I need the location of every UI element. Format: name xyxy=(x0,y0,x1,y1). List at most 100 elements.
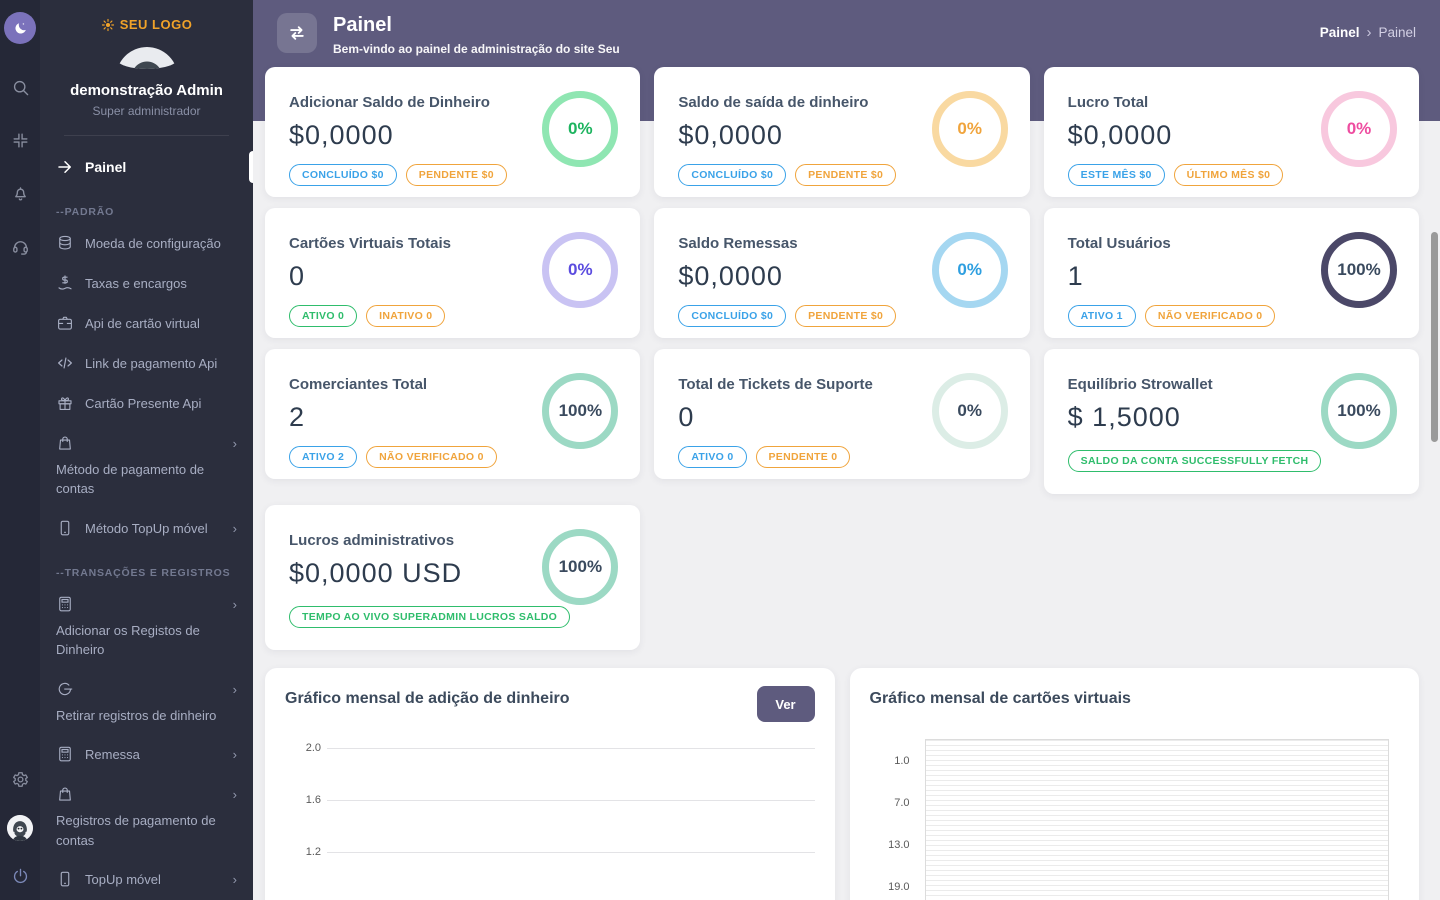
status-badge: CONCLUÍDO $0 xyxy=(678,305,787,327)
stat-card-lucros-administrativos: Lucros administrativos $0,0000 USD TEMPO… xyxy=(265,505,641,650)
gridline xyxy=(327,852,815,853)
status-badge: ATIVO 2 xyxy=(289,446,358,468)
sidebar-item-label: Api de cartão virtual xyxy=(85,315,200,331)
sidebar-toggle-button[interactable] xyxy=(277,13,317,53)
status-badge: NÃO VERIFICADO 0 xyxy=(366,446,497,468)
sidebar-item-api-cartao-virtual[interactable]: Api de cartão virtual xyxy=(40,304,253,344)
active-indicator xyxy=(249,150,253,183)
status-badge: TEMPO AO VIVO SUPERADMIN LUCROS SALDO xyxy=(289,606,571,628)
sidebar-item-label: Cartão Presente Api xyxy=(85,395,202,411)
sidebar-item-metodo-topup-movel[interactable]: Método TopUp móvel › xyxy=(40,509,253,549)
card-value: $0,0000 xyxy=(678,120,783,150)
sidebar-item-painel[interactable]: Painel xyxy=(40,148,253,188)
stat-card-tickets-suporte: Total de Tickets de Suporte 0 ATIVO 0 PE… xyxy=(654,349,1030,479)
headset-icon[interactable] xyxy=(11,237,30,256)
withdraw-icon xyxy=(56,680,76,700)
shopping-bag-icon xyxy=(56,434,76,454)
theme-toggle-button[interactable] xyxy=(4,12,36,44)
status-badge: PENDENTE $0 xyxy=(795,164,897,186)
page-title: Painel xyxy=(333,14,392,36)
status-badge: CONCLUÍDO $0 xyxy=(678,164,787,186)
card-title: Saldo de saída de dinheiro xyxy=(678,94,869,111)
status-badge: ATIVO 0 xyxy=(678,446,747,468)
card-value: $0,0000 USD xyxy=(289,558,463,588)
card-title: Adicionar Saldo de Dinheiro xyxy=(289,94,490,111)
sidebar-item-registros-pagamento-contas[interactable]: › Registros de pagamento de contas xyxy=(40,775,253,860)
section-label-padrao: --PADRÃO xyxy=(56,205,115,218)
icon-rail xyxy=(0,0,40,900)
search-icon[interactable] xyxy=(11,78,30,97)
card-title: Equilíbrio Strowallet xyxy=(1067,376,1213,393)
swap-arrows-icon xyxy=(287,23,307,43)
y-axis-tick: 13.0 xyxy=(888,839,910,851)
compress-icon[interactable] xyxy=(11,131,30,150)
gridline xyxy=(327,800,815,801)
cards-area: Adicionar Saldo de Dinheiro $0,0000 CONC… xyxy=(265,67,1419,900)
sidebar-item-label: Remessa xyxy=(85,747,140,763)
sidebar-item-label: Método de pagamento de contas xyxy=(56,461,205,497)
stat-card-saldo-saida: Saldo de saída de dinheiro $0,0000 CONCL… xyxy=(654,67,1030,197)
sidebar-item-label: Registros de pagamento de contas xyxy=(56,813,216,848)
sidebar-item-cartao-presente-api[interactable]: Cartão Presente Api xyxy=(40,384,253,424)
progress-ring: 100% xyxy=(1321,232,1397,308)
sidebar-item-label: TopUp móvel xyxy=(85,872,161,888)
status-badge: NÃO VERIFICADO 0 xyxy=(1144,305,1276,327)
calculator-icon xyxy=(56,595,76,615)
chart-card-adicao-dinheiro: Gráfico mensal de adição de dinheiro Ver… xyxy=(265,668,835,900)
scrollbar-thumb[interactable] xyxy=(1431,232,1438,442)
card-title: Cartões Virtuais Totais xyxy=(289,235,451,252)
status-badge: PENDENTE $0 xyxy=(795,305,897,327)
sidebar-item-topup-movel[interactable]: TopUp móvel › xyxy=(40,860,253,900)
avatar xyxy=(116,47,178,69)
card-title: Lucro Total xyxy=(1067,94,1149,111)
card-title: Saldo Remessas xyxy=(678,235,798,252)
sidebar-item-link-pagamento-api[interactable]: Link de pagamento Api xyxy=(40,344,253,384)
sun-icon xyxy=(101,18,115,32)
progress-ring: 0% xyxy=(931,91,1008,167)
breadcrumb-root[interactable]: Painel xyxy=(1319,25,1360,40)
card-value: $0,0000 xyxy=(678,261,783,291)
chevron-right-icon: › xyxy=(1366,24,1372,41)
power-icon[interactable] xyxy=(11,867,30,886)
fees-icon xyxy=(56,274,76,294)
status-badge: PENDENTE $0 xyxy=(405,164,507,186)
gift-icon xyxy=(56,394,76,414)
logo-text: SEU LOGO xyxy=(119,17,193,32)
sidebar-item-metodo-pagamento-contas[interactable]: › Método de pagamento de contas xyxy=(40,424,253,509)
chart-card-cartoes-virtuais: Gráfico mensal de cartões virtuais 1.0 7… xyxy=(849,668,1419,900)
sidebar-item-label: Moeda de configuração xyxy=(85,235,221,251)
chevron-right-icon: › xyxy=(232,747,237,763)
stat-card-comerciantes: Comerciantes Total 2 ATIVO 2 NÃO VERIFIC… xyxy=(265,349,641,479)
bell-icon[interactable] xyxy=(11,184,30,203)
sidebar-item-retirar-registros-dinheiro[interactable]: › Retirar registros de dinheiro xyxy=(40,670,253,736)
card-title: Lucros administrativos xyxy=(289,532,455,549)
charts-row: Gráfico mensal de adição de dinheiro Ver… xyxy=(265,668,1419,900)
card-value: $ 1,5000 xyxy=(1067,402,1181,432)
progress-ring: 100% xyxy=(542,373,619,449)
gear-icon[interactable] xyxy=(11,770,30,789)
sidebar-item-moeda-de-configuracao[interactable]: Moeda de configuração xyxy=(40,224,253,264)
chevron-right-icon: › xyxy=(232,872,237,888)
sidebar-item-label: Retirar registros de dinheiro xyxy=(56,707,217,723)
sidebar-item-label: Link de pagamento Api xyxy=(85,355,218,371)
gridline xyxy=(327,748,815,749)
chart-title: Gráfico mensal de cartões virtuais xyxy=(869,690,1131,707)
progress-ring: 0% xyxy=(931,232,1008,308)
sidebar-item-label: Taxas e encargos xyxy=(85,275,187,291)
logo: SEU LOGO xyxy=(40,17,253,32)
sidebar-item-label: Adicionar os Registos de Dinheiro xyxy=(56,622,200,658)
progress-ring: 0% xyxy=(931,373,1008,449)
section-label-transacoes: --TRANSAÇÕES E REGISTROS xyxy=(56,566,231,579)
ver-button[interactable]: Ver xyxy=(756,686,815,722)
sidebar-item-remessa[interactable]: Remessa › xyxy=(40,735,253,775)
profile-avatar[interactable] xyxy=(7,815,33,841)
card-title: Total Usuários xyxy=(1067,235,1171,252)
status-badge: SALDO DA CONTA SUCCESSFULLY FETCH xyxy=(1067,450,1322,472)
y-axis-tick: 19.0 xyxy=(888,881,910,893)
mobile-icon xyxy=(56,870,76,890)
sidebar-item-taxas-e-encargos[interactable]: Taxas e encargos xyxy=(40,264,253,304)
sidebar-item-adicionar-registos-dinheiro[interactable]: › Adicionar os Registos de Dinheiro xyxy=(40,585,253,670)
stat-card-saldo-remessas: Saldo Remessas $0,0000 CONCLUÍDO $0 PEND… xyxy=(654,208,1030,338)
code-icon xyxy=(56,354,76,374)
